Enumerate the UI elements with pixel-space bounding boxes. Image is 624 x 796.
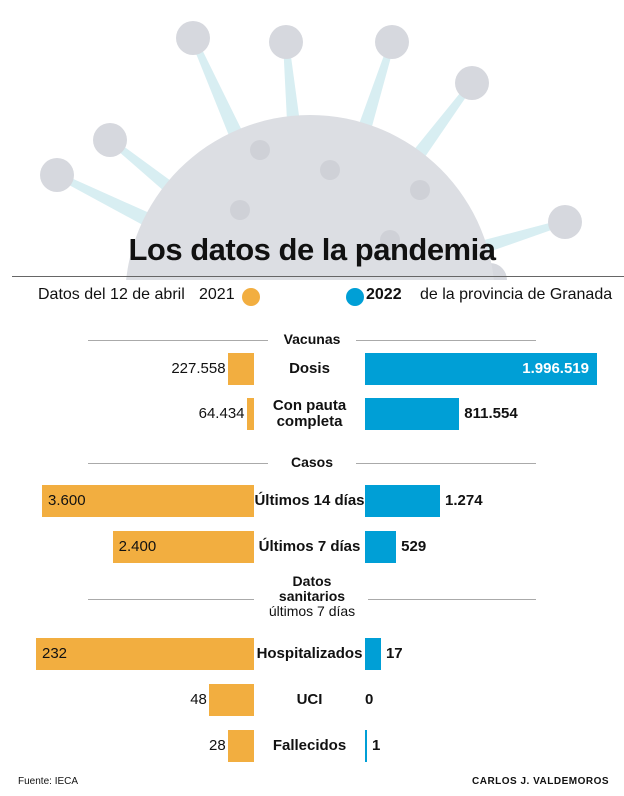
virus-spike-ball (375, 25, 409, 59)
virus-body (126, 115, 494, 280)
page-title: Los datos de la pandemia (128, 232, 496, 267)
bar-2022 (365, 730, 367, 762)
virus-spike-ball (548, 205, 582, 239)
category-label: Con pauta completa (272, 397, 347, 430)
virus-spike-ball (455, 66, 489, 100)
virus-spot (320, 160, 340, 180)
bar-2022 (365, 398, 460, 430)
section-rule-left (88, 599, 254, 600)
value-2021: 64.434 (198, 405, 245, 422)
author-credit: CARLOS J. VALDEMOROS (472, 776, 610, 787)
virus-illustration (40, 21, 582, 280)
section-rule-left (88, 340, 268, 341)
value-2022: 1.274 (445, 492, 483, 509)
section-rule-left (88, 463, 268, 464)
legend-outro: de la provincia de Granada (420, 286, 613, 303)
value-2021: 232 (42, 645, 68, 662)
virus-spike-ball (176, 21, 210, 55)
section-title: Casos (270, 455, 354, 470)
value-2021: 3.600 (48, 492, 86, 509)
virus-spike-ball (40, 158, 74, 192)
section-title-text: Casos (290, 454, 334, 470)
bar-2022 (365, 353, 597, 385)
bar-2022 (365, 638, 381, 670)
section-title-text: Vacunas (283, 331, 341, 347)
legend-2022-dot (346, 288, 364, 306)
value-2021: 2.400 (118, 538, 157, 555)
bar-2021 (227, 353, 254, 385)
section-title-text: Datos sanitarios (278, 573, 346, 604)
bar-2022 (365, 485, 441, 517)
virus-spot (230, 200, 250, 220)
value-2022: 811.554 (464, 405, 518, 422)
value-2022: 1 (372, 737, 381, 754)
section-rule-right (368, 599, 536, 600)
bar-2021 (208, 684, 254, 716)
bar-2021 (36, 638, 254, 670)
bar-2021 (42, 485, 254, 517)
legend-2022: 2022 (366, 286, 402, 303)
section-title: Vacunas (270, 332, 354, 347)
bar-2021 (112, 531, 254, 563)
bar-2021 (246, 398, 254, 430)
category-label: Últimos 14 días (254, 492, 365, 509)
legend-intro: Datos del 12 de abril (38, 286, 185, 303)
section-rule-right (356, 340, 536, 341)
bar-2021 (227, 730, 254, 762)
virus-spot (250, 140, 270, 160)
value-2021: 48 (190, 691, 207, 708)
category-label: Hospitalizados (256, 645, 363, 662)
source-note: Fuente: IECA (18, 776, 79, 787)
section-rule-right (356, 463, 536, 464)
virus-spike-ball (269, 25, 303, 59)
virus-spike-ball (93, 123, 127, 157)
value-2022: 529 (401, 538, 427, 555)
value-2022: 0 (365, 691, 374, 708)
legend-2021: 2021 (199, 286, 235, 303)
value-2021: 227.558 (171, 360, 226, 377)
divider (12, 276, 624, 277)
virus-spot (410, 180, 430, 200)
value-2021: 28 (209, 737, 226, 754)
category-label: Últimos 7 días (258, 538, 361, 555)
category-label: UCI (296, 691, 323, 708)
section-title: Datos sanitarios últimos 7 días (0, 574, 624, 619)
category-label: Fallecidos (272, 737, 347, 754)
value-2022: 1.996.519 (522, 360, 589, 377)
bar-2022 (365, 531, 397, 563)
category-label: Dosis (289, 360, 330, 377)
value-2022: 17 (385, 645, 403, 662)
section-subtitle: últimos 7 días (268, 603, 356, 619)
virus-spot (380, 230, 400, 250)
legend-2021-dot (242, 288, 260, 306)
